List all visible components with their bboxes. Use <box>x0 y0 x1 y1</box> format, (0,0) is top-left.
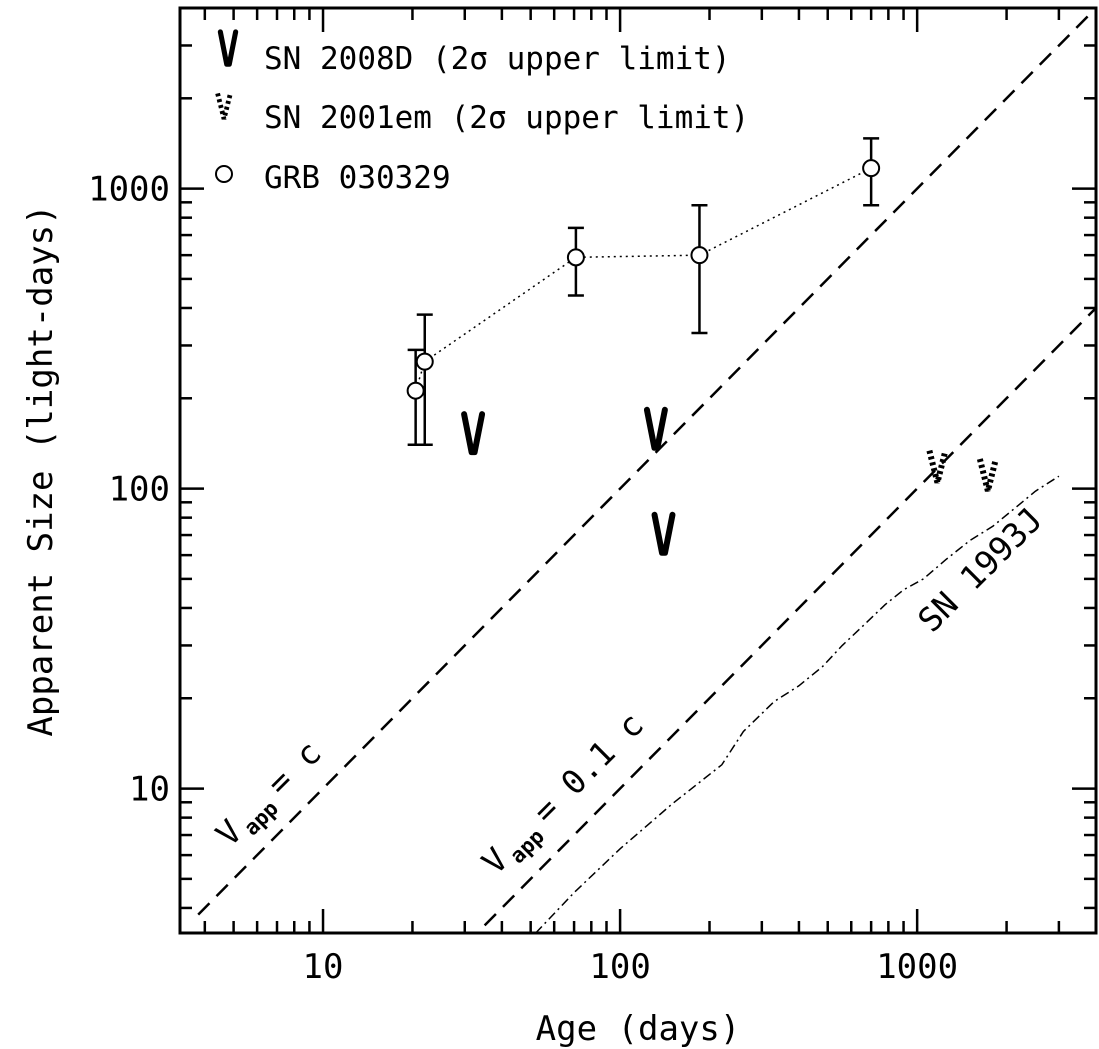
sn2008d-upper-limit <box>651 511 676 556</box>
grb030329-point <box>406 381 425 400</box>
y-tick-label: 10 <box>129 770 170 810</box>
tenth-c-velocity-line <box>483 307 1096 927</box>
annotation-tenth-eq: = 0.1 c <box>525 705 651 831</box>
y-axis-label: Apparent Size (light-days) <box>21 204 61 736</box>
sn2001em-upper-limit <box>976 458 999 492</box>
grb030329-point <box>566 248 585 267</box>
legend-label-grb030329: GRB 030329 <box>264 160 451 196</box>
grb030329-point <box>690 246 709 265</box>
reference-lines <box>197 8 1096 927</box>
sn2008d-upper-limit <box>643 406 668 451</box>
sn2008d-upper-limit <box>461 411 486 456</box>
grb030329-point <box>415 352 434 371</box>
grb030329-point <box>862 159 881 178</box>
y-tick-label: 100 <box>109 470 170 510</box>
sn1993j-curve <box>535 475 1060 934</box>
legend-item-grb030329: GRB 030329 <box>215 160 451 196</box>
x-tick-labels: 10 100 1000 <box>303 947 959 987</box>
plot-frame <box>178 6 1098 935</box>
legend-label-sn2008d: SN 2008D (2σ upper limit) <box>264 41 731 77</box>
x-tick-label: 1000 <box>876 947 958 987</box>
x-tick-label: 100 <box>589 947 650 987</box>
x-tick-label: 10 <box>303 947 344 987</box>
legend: SN 2008D (2σ upper limit) SN 2001em (2σ … <box>215 29 749 196</box>
axis-ticks <box>180 6 1098 933</box>
legend-item-sn2008d: SN 2008D (2σ upper limit) <box>217 29 731 77</box>
legend-label-sn2001em: SN 2001em (2σ upper limit) <box>264 100 749 136</box>
grb030329-connector <box>414 167 872 391</box>
annotation-sn1993j: SN 1993J <box>910 500 1050 640</box>
annotation-tenth-line: V app = 0.1 c <box>474 705 651 882</box>
data-series <box>406 137 999 556</box>
y-tick-labels: 10 100 1000 <box>88 170 170 810</box>
annotation-c-line: V app = c <box>208 733 329 854</box>
legend-marker-sn2001em <box>215 92 233 120</box>
model-curve <box>535 475 1060 934</box>
legend-marker-sn2008d <box>217 29 239 67</box>
sn2001em-upper-limit <box>926 449 949 484</box>
legend-item-sn2001em: SN 2001em (2σ upper limit) <box>215 92 749 136</box>
annotation-c-sub: app <box>239 796 283 840</box>
legend-marker-grb030329 <box>215 165 233 183</box>
x-axis-label: Age (days) <box>536 1009 741 1049</box>
c-velocity-line <box>197 8 1096 916</box>
y-tick-label: 1000 <box>88 170 170 210</box>
annotation-tenth-sub: app <box>505 824 549 868</box>
